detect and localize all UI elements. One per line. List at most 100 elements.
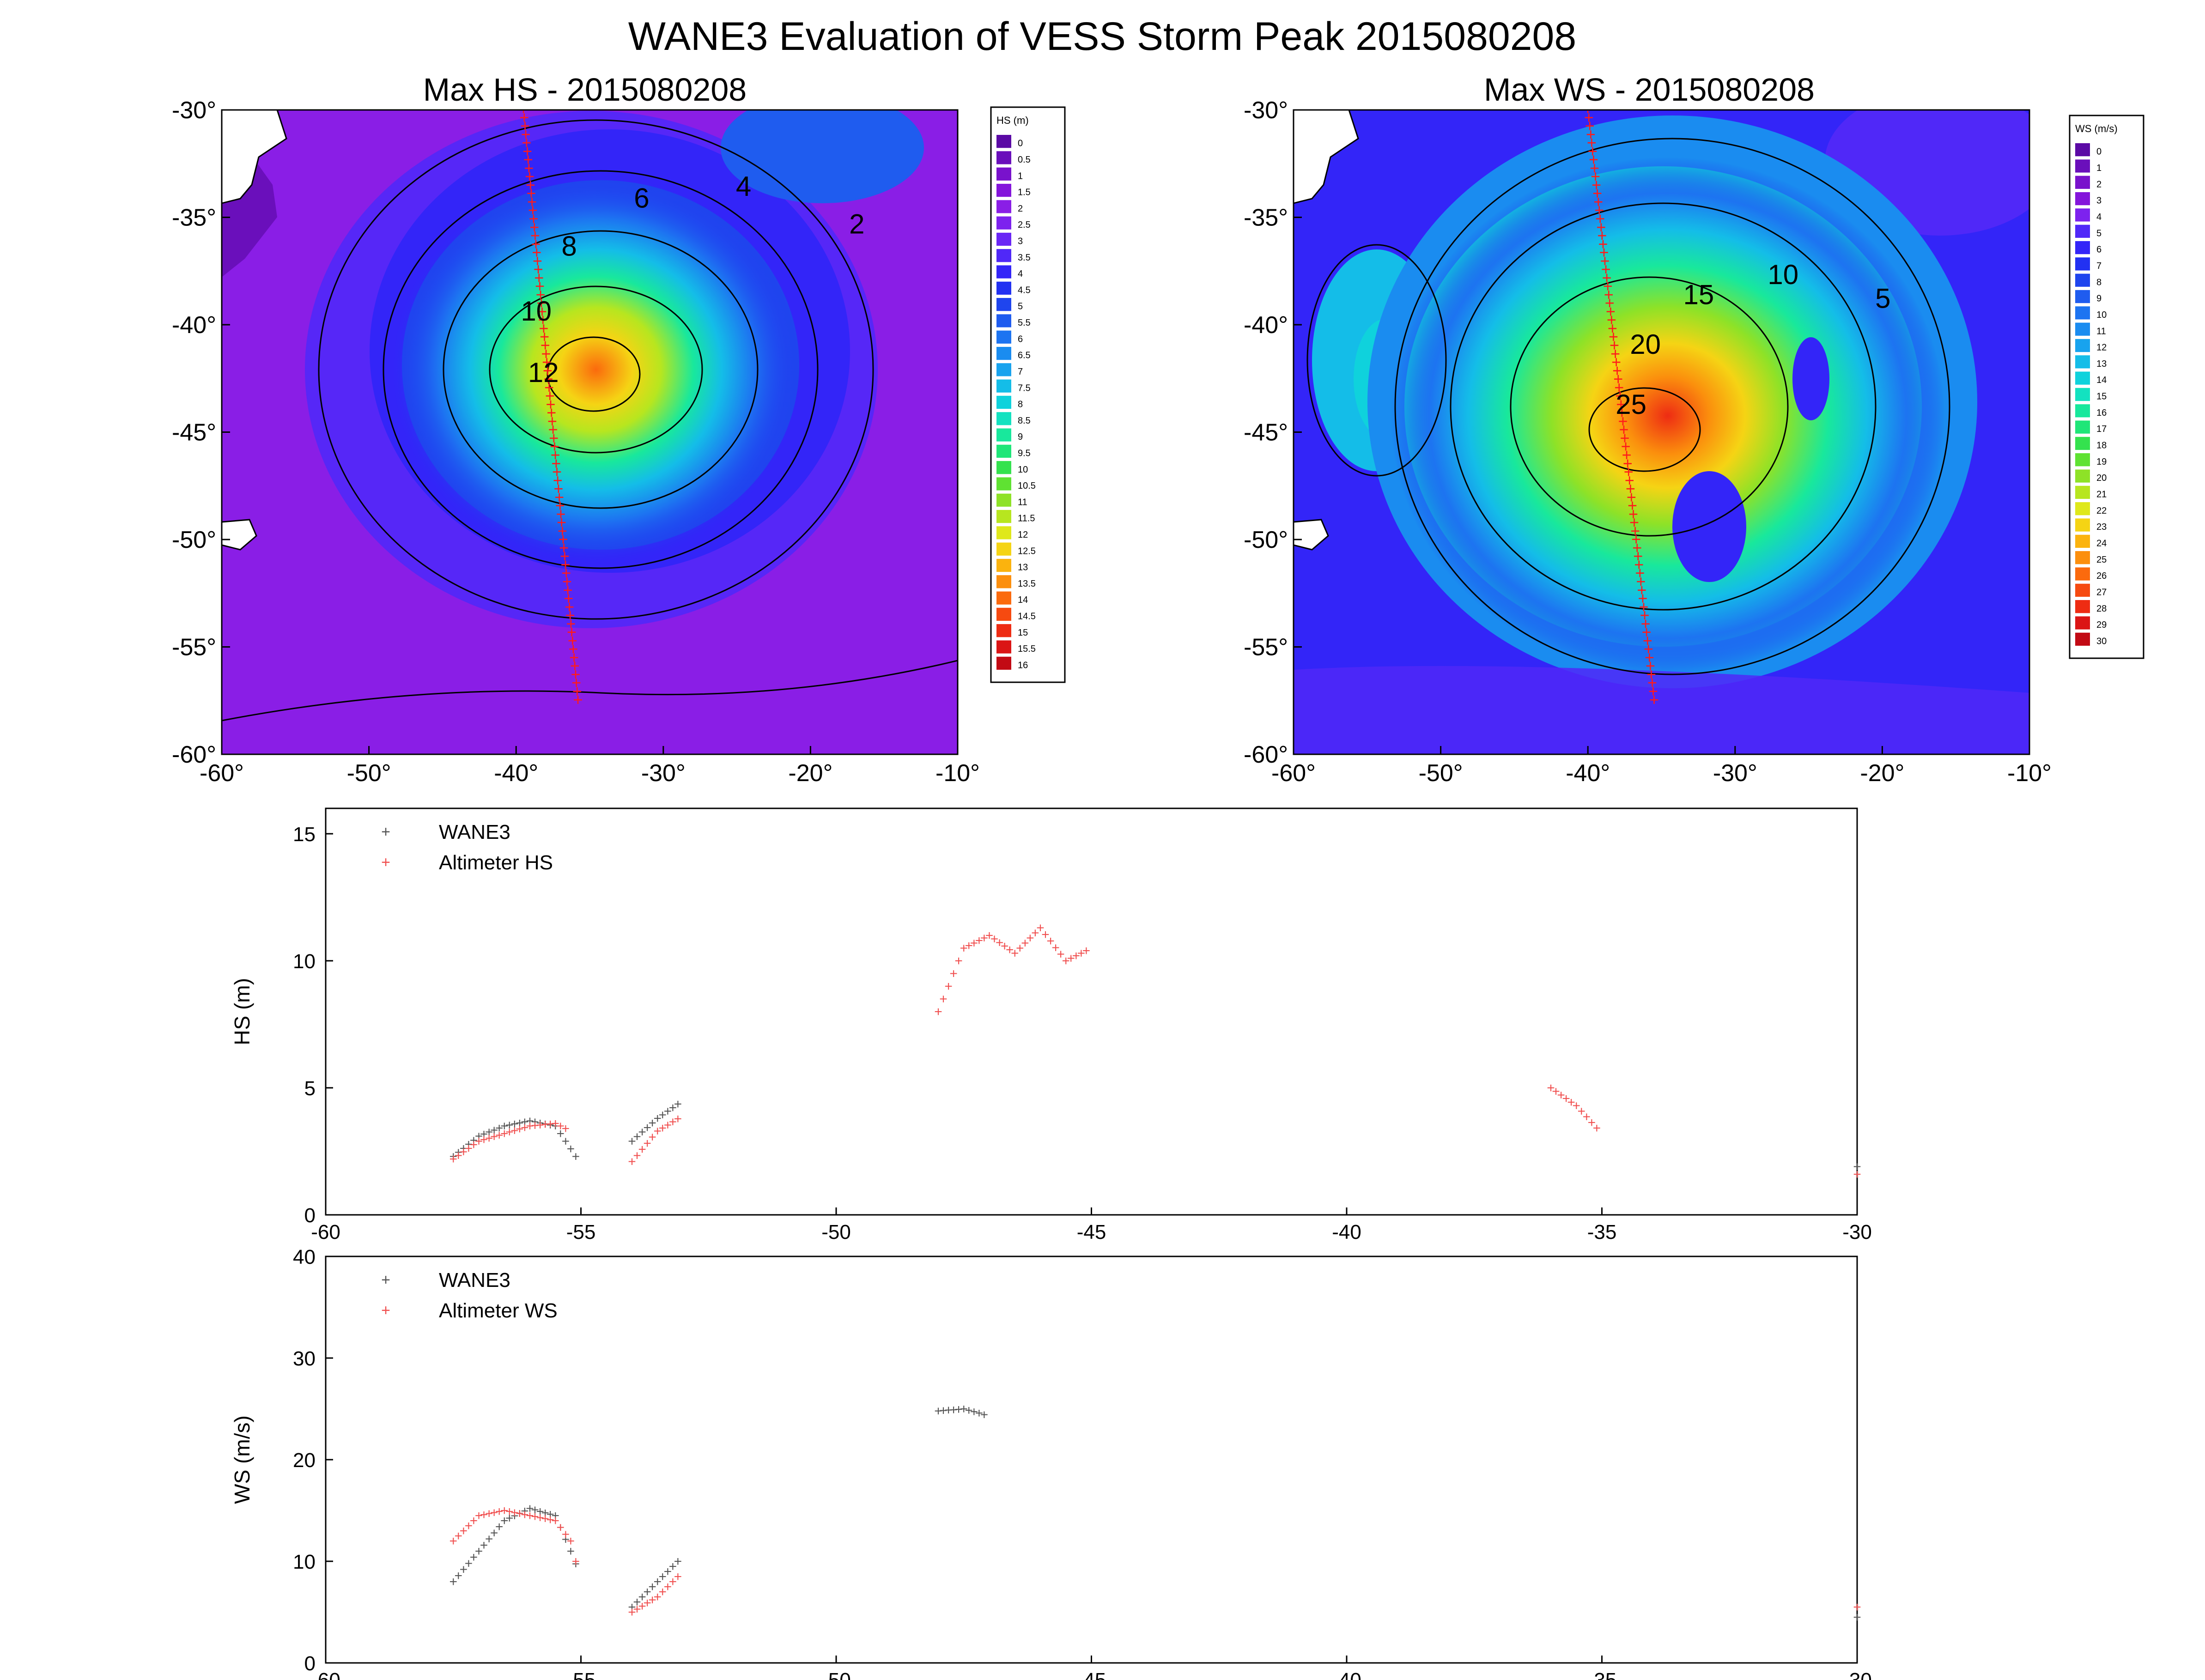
series-point: + xyxy=(1853,1600,1861,1615)
series-point: + xyxy=(1567,1095,1575,1110)
colorbar-level: 8 xyxy=(1018,400,1023,410)
series-point: + xyxy=(465,1137,473,1152)
colorbar-swatch xyxy=(996,395,1011,409)
colorbar-swatch xyxy=(996,607,1011,621)
map-ws-land-falklands xyxy=(1294,519,1329,551)
colorbar-level: 13 xyxy=(2096,359,2107,369)
map-hs-contour-2 xyxy=(222,660,958,722)
colorbar-swatch xyxy=(996,558,1011,572)
series-point: + xyxy=(510,1505,519,1520)
series-ws-ylabel: WS (m/s) xyxy=(230,1415,254,1504)
series-point: + xyxy=(1062,953,1070,969)
series-point: + xyxy=(659,1121,667,1136)
colorbar-level: 10 xyxy=(1018,465,1028,475)
series-point: + xyxy=(949,966,958,982)
series-point: + xyxy=(480,1127,488,1142)
track-point: + xyxy=(551,445,560,464)
series-point: + xyxy=(470,1550,478,1565)
y-tick-label: -40° xyxy=(172,312,216,339)
x-tick-label: -30° xyxy=(1713,760,1757,787)
colorbar-swatch xyxy=(2075,290,2090,303)
colorbar-swatch xyxy=(996,281,1011,295)
colorbar-swatch xyxy=(996,167,1011,181)
colorbar-swatch xyxy=(2075,355,2090,369)
series-point: + xyxy=(638,1589,646,1605)
track-point: + xyxy=(1615,386,1625,405)
track-point: + xyxy=(553,471,563,490)
track-point: + xyxy=(548,420,558,439)
colorbar-level: 11 xyxy=(2096,326,2106,336)
series-point: + xyxy=(1557,1087,1565,1103)
series-point: + xyxy=(551,1508,559,1523)
x-tick-label: -55 xyxy=(566,1221,596,1243)
series-point: + xyxy=(567,1544,575,1559)
series-point: + xyxy=(643,1584,651,1600)
series-point: + xyxy=(965,938,973,953)
track-point: + xyxy=(1584,108,1594,127)
series-point: + xyxy=(485,1125,493,1140)
x-tick-label: -10° xyxy=(2007,760,2052,787)
colorbar-level: 24 xyxy=(2096,538,2107,548)
track-point: + xyxy=(554,487,564,506)
track-point: + xyxy=(544,370,553,388)
track-point: + xyxy=(1590,158,1599,177)
series-point: + xyxy=(653,1589,662,1605)
track-point: + xyxy=(1608,319,1617,338)
y-tick-label: -50° xyxy=(1244,527,1288,553)
track-point: + xyxy=(531,234,541,253)
series-point: + xyxy=(546,1507,554,1522)
series-point: + xyxy=(495,1121,504,1136)
map-ws-contour-15 xyxy=(1450,202,1877,611)
series-point: + xyxy=(970,1404,978,1419)
series-point: + xyxy=(510,1116,519,1132)
contour-label: 10 xyxy=(521,296,552,327)
colorbar-level: 25 xyxy=(2096,555,2107,565)
colorbar-level: 17 xyxy=(2096,424,2107,434)
series-point: + xyxy=(1853,1167,1861,1182)
track-point: + xyxy=(552,462,562,481)
series-hs-ticks: -60 -55 -50 -45 -40 -35 -30 0 5 10 15 xyxy=(293,823,1872,1243)
colorbar-swatch xyxy=(996,542,1011,556)
series-point: + xyxy=(495,1128,504,1143)
map-ws-storm-core xyxy=(1391,157,1945,674)
track-point: + xyxy=(560,546,570,565)
series-point: + xyxy=(475,1544,483,1559)
series-point: + xyxy=(455,1528,463,1544)
series-point: + xyxy=(500,1126,509,1141)
colorbar-level: 11 xyxy=(1018,497,1027,507)
track-point: + xyxy=(553,479,563,498)
colorbar-swatch xyxy=(996,330,1011,344)
series-point: + xyxy=(975,933,984,948)
contour-label: 12 xyxy=(528,357,559,388)
colorbar-level: 8 xyxy=(2096,277,2102,287)
colorbar-swatch xyxy=(996,265,1011,279)
colorbar-level: 7.5 xyxy=(1018,383,1031,393)
x-tick-label: -40 xyxy=(1332,1669,1361,1680)
track-point: + xyxy=(559,538,569,557)
colorbar-level: 22 xyxy=(2096,506,2107,516)
x-tick-label: -50° xyxy=(1419,760,1463,787)
colorbar-title: WS (m/s) xyxy=(2075,123,2118,134)
series-point: + xyxy=(490,1129,498,1145)
track-point: + xyxy=(1646,665,1656,684)
series-point: + xyxy=(526,1119,534,1134)
track-point: + xyxy=(1612,361,1622,380)
map-ws-east-lull xyxy=(1792,337,1829,420)
track-point: + xyxy=(1618,412,1628,431)
x-tick-label: -60° xyxy=(1271,760,1316,787)
series-point: + xyxy=(521,1507,529,1522)
series-point: + xyxy=(664,1117,672,1133)
track-point: + xyxy=(1605,293,1615,312)
x-tick-label: -50 xyxy=(821,1221,851,1243)
map-ws-colorbar: WS (m/s)01234567891011121314151617181920… xyxy=(2069,115,2144,659)
track-point: + xyxy=(1585,116,1595,135)
y-tick-label: -35° xyxy=(172,205,216,231)
x-tick-label: -20° xyxy=(788,760,832,787)
track-point: + xyxy=(526,175,535,194)
track-point: + xyxy=(1621,437,1631,456)
track-point: + xyxy=(540,327,549,346)
track-point: + xyxy=(539,319,548,338)
series-point: + xyxy=(659,1569,667,1584)
legend-marker: + xyxy=(381,1302,390,1319)
x-tick-label: -45 xyxy=(1077,1221,1106,1243)
